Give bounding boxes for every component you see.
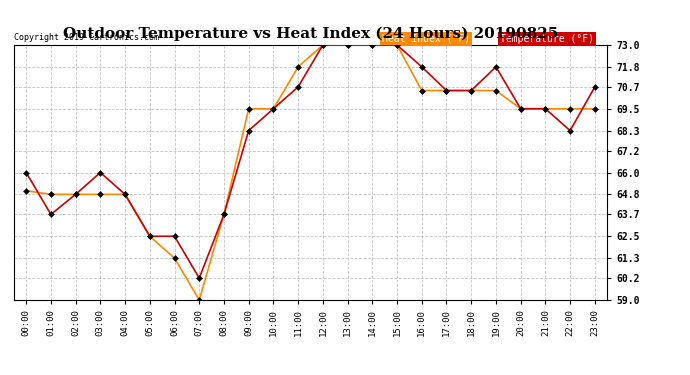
Title: Outdoor Temperature vs Heat Index (24 Hours) 20190825: Outdoor Temperature vs Heat Index (24 Ho…: [63, 27, 558, 41]
Text: Copyright 2019 Cartronics.com: Copyright 2019 Cartronics.com: [14, 33, 159, 42]
Text: Heat Index (°F): Heat Index (°F): [382, 34, 470, 44]
Text: Temperature (°F): Temperature (°F): [500, 34, 594, 44]
